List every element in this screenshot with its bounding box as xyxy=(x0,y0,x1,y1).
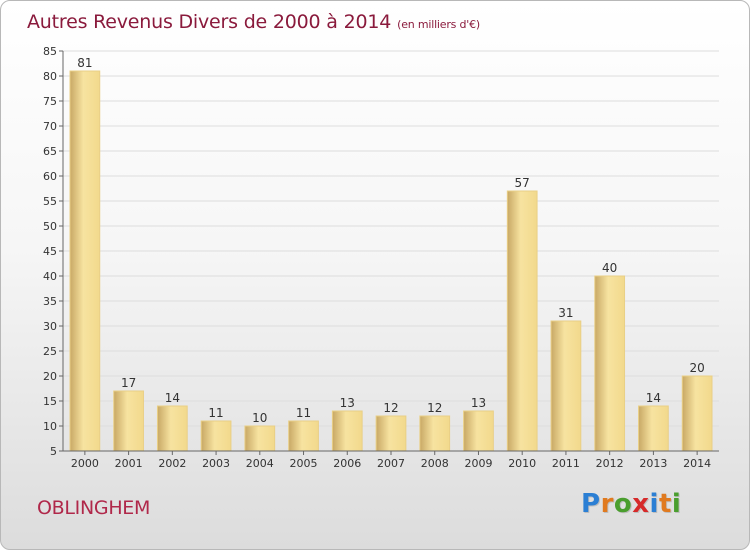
y-tick-label: 45 xyxy=(43,245,57,258)
bar-value-label: 12 xyxy=(383,401,398,415)
y-tick-label: 50 xyxy=(43,220,57,233)
x-tick-label: 2003 xyxy=(202,457,230,470)
y-tick-label: 60 xyxy=(43,170,57,183)
x-tick-label: 2008 xyxy=(421,457,449,470)
x-tick-label: 2004 xyxy=(246,457,274,470)
x-tick-label: 2012 xyxy=(596,457,624,470)
x-tick-label: 2005 xyxy=(290,457,318,470)
bar-value-label: 31 xyxy=(558,306,573,320)
bar-2000 xyxy=(69,70,101,452)
bar-value-label: 11 xyxy=(296,406,311,420)
bar-2011 xyxy=(550,320,582,452)
x-tick-label: 2013 xyxy=(639,457,667,470)
chart-title: Autres Revenus Divers de 2000 à 2014 (en … xyxy=(27,11,480,33)
bar-2008 xyxy=(419,415,451,452)
bar-2014 xyxy=(681,375,713,452)
bar-value-label: 81 xyxy=(77,56,92,70)
proxiti-logo: Proxiti xyxy=(581,489,681,519)
bar-2006 xyxy=(331,410,363,452)
logo-letter: r xyxy=(600,489,614,519)
x-tick-label: 2014 xyxy=(683,457,711,470)
logo-letter: P xyxy=(581,489,601,519)
y-tick-label: 5 xyxy=(50,445,57,458)
logo-letter: t xyxy=(658,489,672,519)
logo-letter: i xyxy=(649,489,659,519)
x-tick-label: 2010 xyxy=(508,457,536,470)
logo-letter: o xyxy=(613,489,633,519)
bar-value-label: 17 xyxy=(121,376,136,390)
x-tick-label: 2011 xyxy=(552,457,580,470)
town-name: OBLINGHEM xyxy=(37,497,151,519)
y-tick-label: 20 xyxy=(43,370,57,383)
y-tick-label: 80 xyxy=(43,70,57,83)
bars: 81 17 14 11 10 11 13 12 12 13 57 31 40 14 20 xyxy=(69,56,713,452)
bar-value-label: 12 xyxy=(427,401,442,415)
x-tick-label: 2001 xyxy=(115,457,143,470)
bar-value-label: 13 xyxy=(340,396,355,410)
logo-letter: x xyxy=(632,489,650,519)
bar-2012 xyxy=(594,275,626,452)
x-tick-label: 2009 xyxy=(464,457,492,470)
bar-value-label: 57 xyxy=(515,176,530,190)
bar-2013 xyxy=(638,405,669,452)
logo-letter: i xyxy=(671,489,682,519)
chart-subtitle: (en milliers d'€) xyxy=(397,18,481,31)
bar-2007 xyxy=(375,415,407,452)
chart-title-text: Autres Revenus Divers de 2000 à 2014 xyxy=(27,11,392,33)
bar-value-label: 40 xyxy=(602,261,617,275)
y-tick-label: 35 xyxy=(43,295,57,308)
bar-value-label: 14 xyxy=(646,391,661,405)
bar-value-label: 10 xyxy=(252,411,267,425)
x-tick-label: 2000 xyxy=(71,457,99,470)
y-tick-label: 15 xyxy=(43,395,57,408)
bar-2002 xyxy=(156,405,188,452)
bar-2010 xyxy=(506,190,538,452)
bar-value-label: 13 xyxy=(471,396,486,410)
bar-2005 xyxy=(288,420,319,452)
y-tick-label: 85 xyxy=(43,45,57,58)
bar-2003 xyxy=(200,420,232,452)
y-tick-label: 55 xyxy=(43,195,57,208)
y-tick-label: 65 xyxy=(43,145,57,158)
bar-value-label: 14 xyxy=(165,391,180,405)
y-tick-label: 40 xyxy=(43,270,57,283)
y-tick-label: 10 xyxy=(43,420,57,433)
bar-value-label: 11 xyxy=(208,406,223,420)
y-tick-label: 25 xyxy=(43,345,57,358)
x-tick-label: 2007 xyxy=(377,457,405,470)
bar-2004 xyxy=(244,425,276,452)
y-axis: 5 10 15 20 25 30 35 40 45 50 55 60 65 70 75 80 85 xyxy=(43,45,64,458)
x-axis: 2000 2001 2002 2003 2004 2005 2006 2007 2008 2009… xyxy=(63,450,719,470)
y-tick-label: 30 xyxy=(43,320,57,333)
y-tick-label: 70 xyxy=(43,120,57,133)
bar-2009 xyxy=(463,410,494,452)
x-tick-label: 2002 xyxy=(158,457,186,470)
bar-value-label: 20 xyxy=(689,361,704,375)
y-tick-label: 75 xyxy=(43,95,57,108)
x-tick-label: 2006 xyxy=(333,457,361,470)
bar-2001 xyxy=(113,390,144,452)
